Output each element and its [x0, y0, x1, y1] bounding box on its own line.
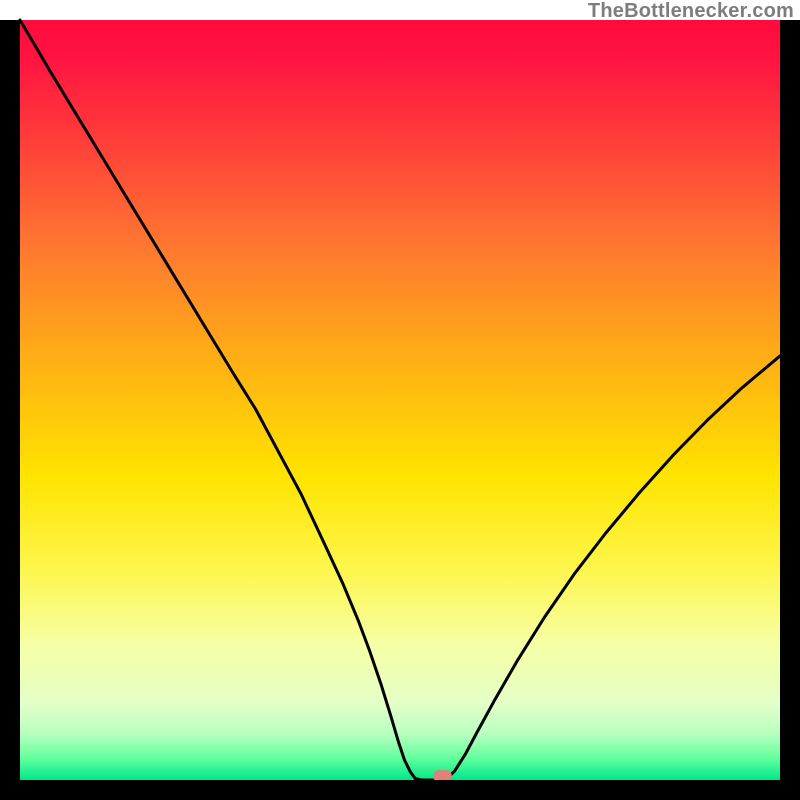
border-left [0, 20, 20, 800]
watermark-text: TheBottlenecker.com [588, 0, 794, 23]
border-bottom [0, 780, 800, 800]
chart-svg [0, 0, 800, 800]
chart-frame: TheBottlenecker.com [0, 0, 800, 800]
border-right [780, 20, 800, 800]
plot-area [0, 0, 800, 800]
gradient-background [20, 20, 780, 780]
